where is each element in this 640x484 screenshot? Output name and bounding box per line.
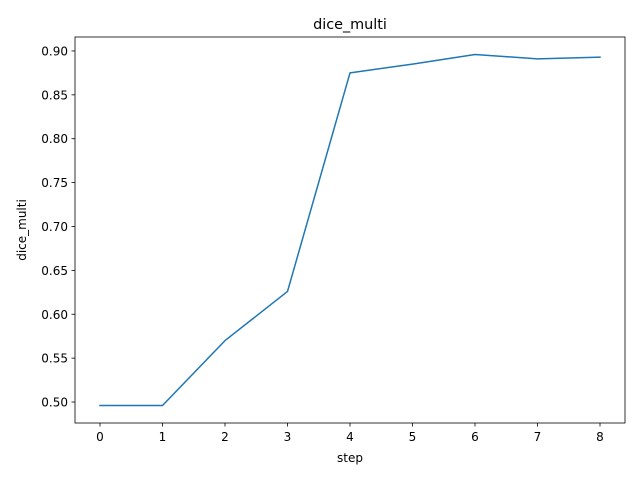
- chart-title: dice_multi: [313, 17, 387, 33]
- series-group: [99, 53, 601, 407]
- y-axis-label: dice_multi: [15, 199, 29, 261]
- x-tick-label: 6: [471, 430, 479, 444]
- y-tick-label: 0.60: [41, 308, 68, 322]
- plot-frame: [74, 36, 626, 424]
- x-tick-label: 4: [346, 430, 354, 444]
- x-tick-label: 8: [596, 430, 604, 444]
- y-axis-ticks: 0.50 0.55 0.60 0.65 0.70 0.75 0.80 0.85 0.90: [41, 44, 75, 410]
- x-axis-label: step: [337, 451, 363, 465]
- x-axis-ticks: 0 1 2 3 4 5 6 7 8: [96, 423, 604, 444]
- x-tick-label: 3: [284, 430, 292, 444]
- y-tick-label: 0.90: [41, 44, 68, 58]
- y-tick-label: 0.50: [41, 396, 68, 410]
- y-tick-label: 0.65: [41, 264, 68, 278]
- x-tick-label: 7: [534, 430, 542, 444]
- y-tick-label: 0.85: [41, 88, 68, 102]
- y-tick-label: 0.55: [41, 352, 68, 366]
- x-tick-label: 5: [409, 430, 417, 444]
- x-tick-label: 2: [221, 430, 229, 444]
- x-tick-label: 1: [159, 430, 167, 444]
- y-tick-label: 0.80: [41, 132, 68, 146]
- series-line: [99, 53, 601, 407]
- y-tick-label: 0.70: [41, 220, 68, 234]
- x-tick-label: 0: [96, 430, 104, 444]
- y-tick-label: 0.75: [41, 176, 68, 190]
